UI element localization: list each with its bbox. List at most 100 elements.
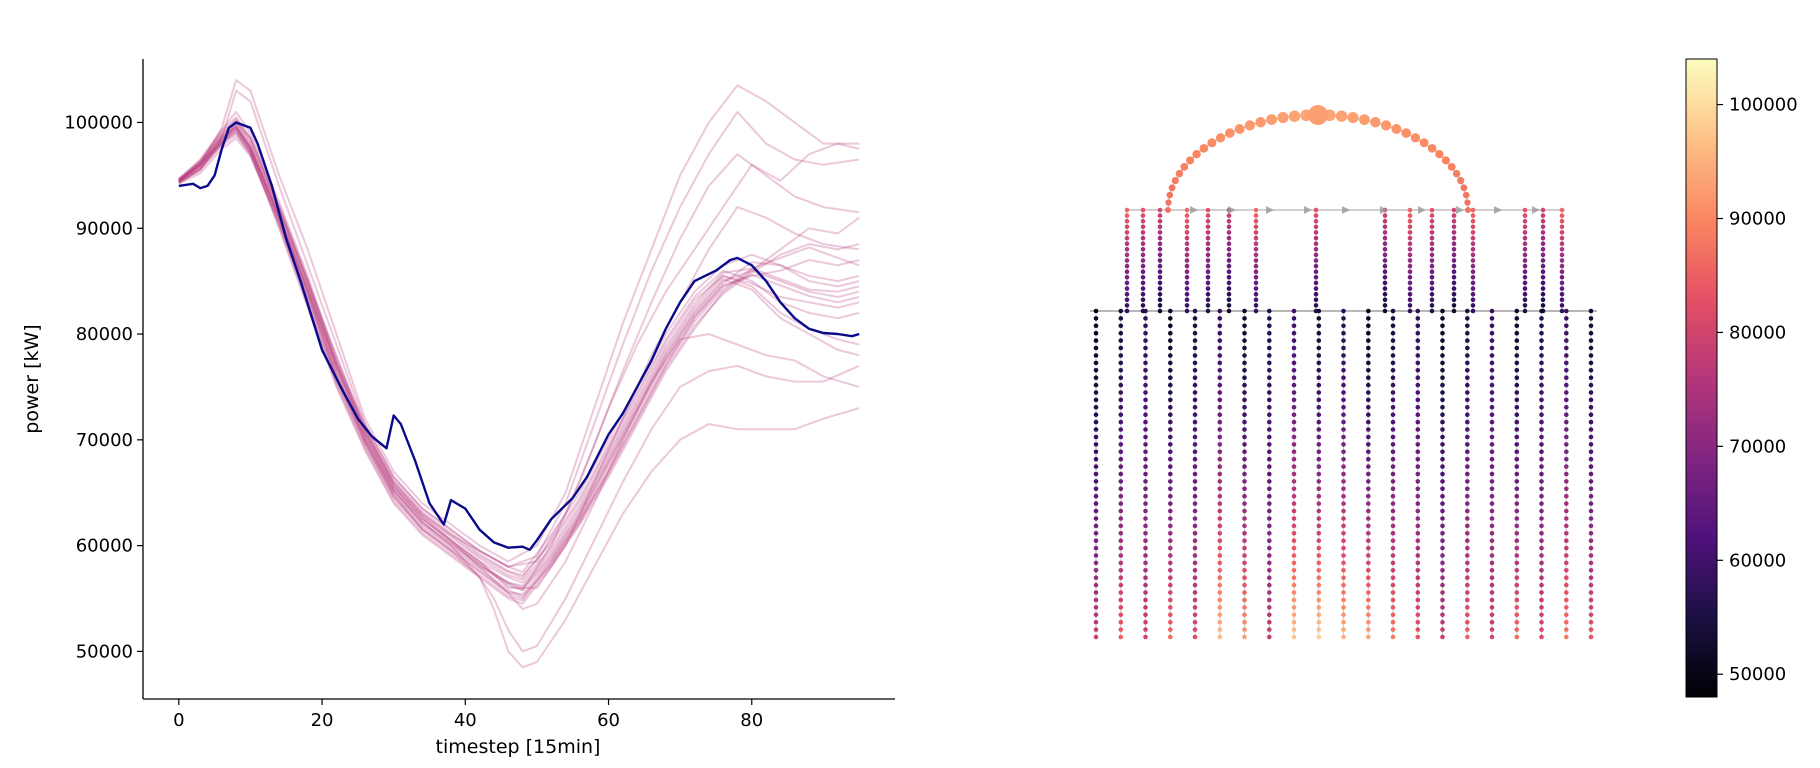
node-dot — [1242, 397, 1247, 403]
x-tick-label: 20 — [311, 710, 334, 731]
node-dot — [1588, 575, 1594, 580]
node-dot — [1564, 464, 1569, 469]
node-dot — [1168, 323, 1173, 329]
node-dot — [1253, 291, 1259, 297]
node-dot — [1165, 199, 1172, 206]
node-dot — [1440, 612, 1445, 618]
node-dot — [1465, 375, 1470, 381]
node-dot — [1564, 568, 1569, 573]
node-dot — [1118, 427, 1124, 432]
node-dot — [1118, 479, 1124, 484]
node-dot — [1242, 449, 1247, 455]
node-dot — [1419, 138, 1429, 148]
node-dot — [1291, 375, 1297, 381]
node-dot — [1564, 605, 1569, 610]
node-dot — [1316, 479, 1322, 484]
node-dot — [1171, 177, 1179, 185]
node-dot — [1415, 368, 1421, 373]
node-dot — [1140, 297, 1146, 303]
node-dot — [1465, 627, 1470, 632]
node-dot — [1253, 286, 1259, 291]
node-dot — [1564, 560, 1569, 566]
node-dot — [1199, 143, 1209, 153]
node-dot — [1390, 538, 1396, 543]
node-dot — [1489, 575, 1495, 580]
node-dot — [1390, 597, 1396, 603]
node-dot — [1390, 634, 1396, 640]
node-dot — [1242, 560, 1247, 566]
node-dot — [1124, 252, 1130, 258]
node-dot — [1140, 224, 1146, 230]
node-dot — [1341, 368, 1346, 373]
node-dot — [1366, 486, 1371, 492]
node-dot — [1390, 375, 1396, 381]
node-dot — [1540, 218, 1546, 224]
node-dot — [1489, 316, 1495, 321]
node-dot — [1242, 442, 1247, 447]
node-dot — [1564, 449, 1569, 455]
node-dot — [1465, 308, 1470, 314]
node-dot — [1242, 375, 1247, 381]
node-dot — [1226, 303, 1232, 308]
node-dot — [1168, 545, 1173, 551]
node-dot — [1514, 619, 1520, 625]
node-dot — [1539, 486, 1544, 492]
node-dot — [1205, 213, 1211, 218]
node-dot — [1390, 531, 1396, 536]
node-dot — [1341, 493, 1346, 499]
node-dot — [1316, 501, 1322, 506]
colorbar: 50000 60000 70000 80000 90000 100000 — [1685, 58, 1798, 698]
node-dot — [1168, 627, 1173, 632]
node-dot — [1184, 275, 1190, 280]
series-line — [178, 125, 860, 587]
node-dot — [1390, 368, 1396, 373]
node-dot — [1539, 353, 1544, 358]
node-dot — [1184, 291, 1190, 297]
node-dot — [1465, 412, 1470, 418]
node-dot — [1118, 308, 1124, 314]
node-dot — [1316, 590, 1322, 595]
node-dot — [1168, 464, 1173, 469]
node-dot — [1165, 207, 1171, 213]
node-dot — [1441, 156, 1450, 165]
node-dot — [1366, 330, 1371, 336]
node-dot — [1168, 427, 1173, 432]
node-dot — [1217, 323, 1223, 329]
node-dot — [1415, 553, 1421, 558]
node-dot — [1140, 258, 1146, 263]
node-dot — [1347, 112, 1359, 124]
node-dot — [1140, 286, 1146, 291]
node-dot — [1313, 280, 1319, 286]
node-dot — [1440, 479, 1445, 484]
arrow-marker — [1342, 206, 1350, 214]
node-dot — [1489, 419, 1495, 425]
node-dot — [1489, 619, 1495, 625]
node-dot — [1539, 456, 1544, 462]
node-dot — [1341, 619, 1346, 625]
node-dot — [1539, 568, 1544, 573]
node-dot — [1341, 560, 1346, 566]
node-dot — [1522, 218, 1528, 224]
node-dot — [1539, 531, 1544, 536]
node-dot — [1267, 345, 1272, 351]
node-dot — [1267, 390, 1272, 395]
node-dot — [1242, 538, 1247, 543]
node-dot — [1440, 605, 1445, 610]
node-dot — [1341, 582, 1346, 588]
node-dot — [1118, 545, 1124, 551]
node-dot — [1225, 128, 1235, 138]
node-dot — [1217, 419, 1223, 425]
node-dot — [1267, 575, 1272, 580]
node-dot — [1341, 590, 1346, 595]
node-dot — [1435, 150, 1444, 159]
node-dot — [1559, 213, 1565, 218]
node-dot — [1440, 449, 1445, 455]
node-dot — [1140, 207, 1146, 213]
node-dot — [1093, 471, 1099, 477]
node-dot — [1291, 368, 1297, 373]
node-dot — [1564, 493, 1569, 499]
power-timeseries-chart: 0 20 40 60 80 50000 60000 70000 80000 90000 100000… — [21, 59, 895, 758]
node-dot — [1217, 434, 1223, 440]
node-dot — [1440, 486, 1445, 492]
node-dot — [1168, 442, 1173, 447]
